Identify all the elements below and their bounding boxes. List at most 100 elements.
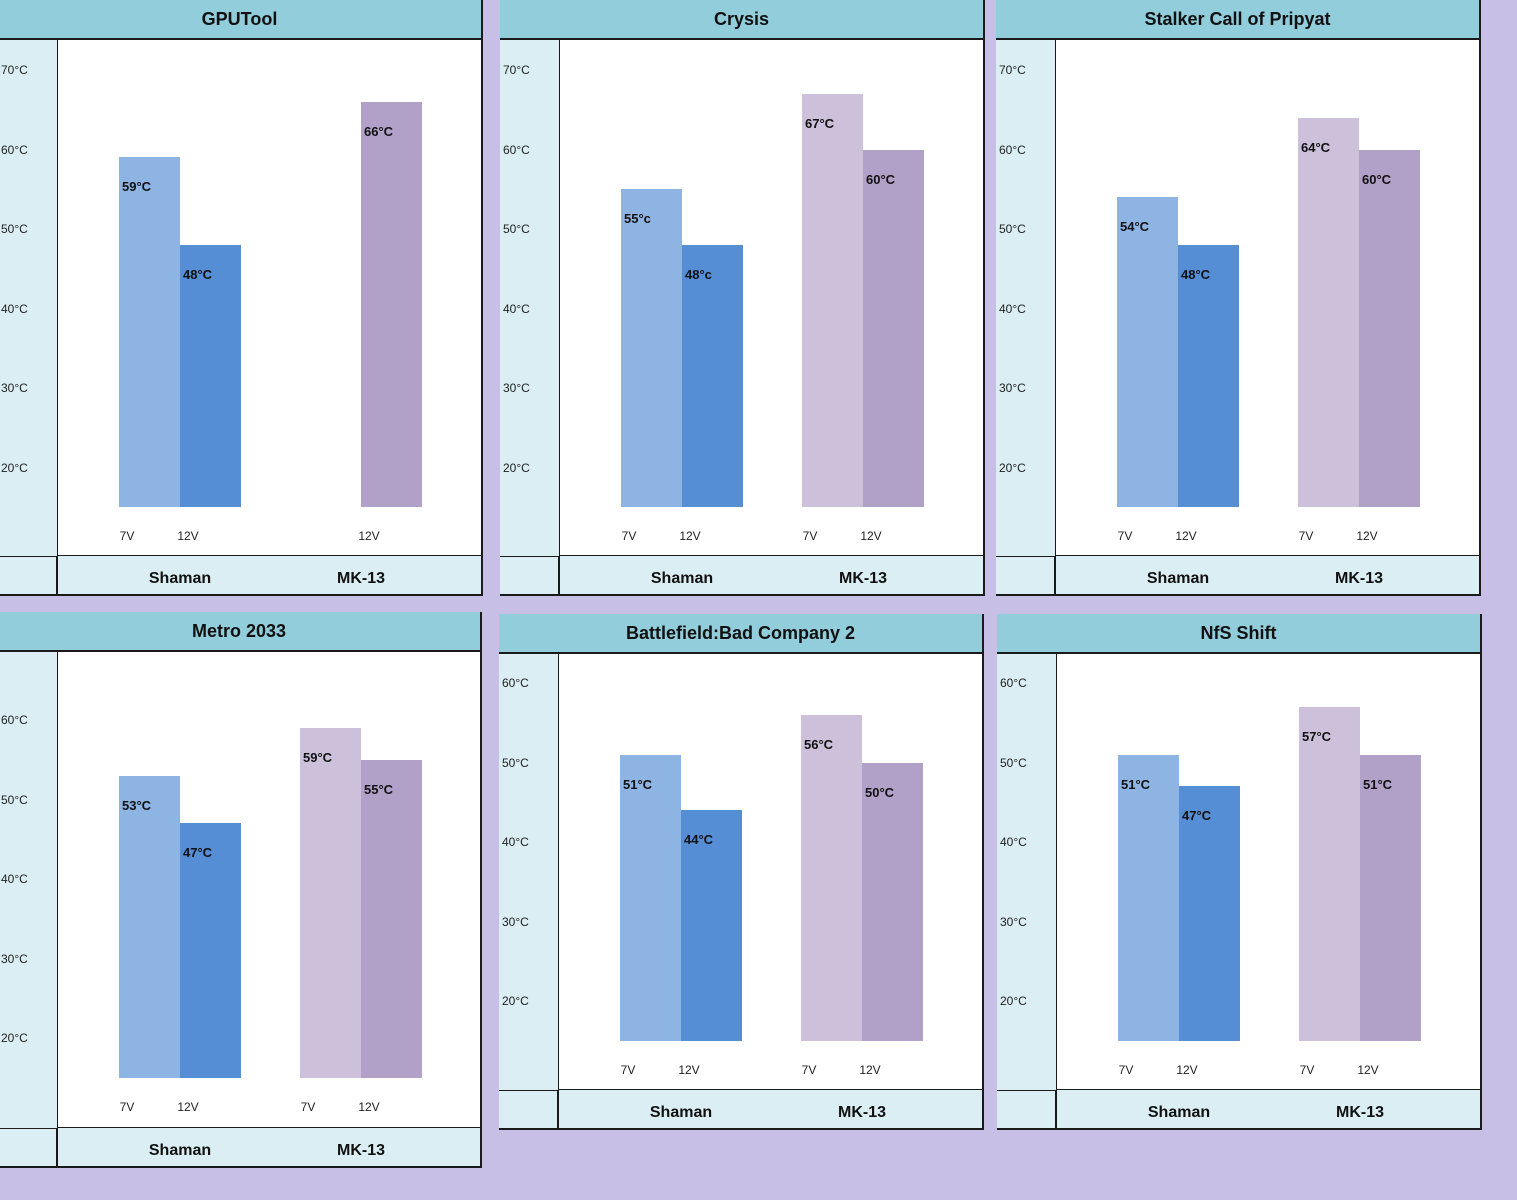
y-tick-label: 30°C (1, 951, 28, 966)
data-label: 51°C (623, 776, 653, 792)
y-tick-label: 20°C (1, 460, 28, 475)
y-tick-label: 50°C (502, 755, 529, 770)
bar (180, 244, 241, 508)
bar (621, 189, 682, 508)
bar (300, 727, 361, 1078)
bar (119, 775, 180, 1078)
footer-corner (997, 1090, 1056, 1128)
series-label: 12V (859, 1062, 881, 1077)
y-axis-area (500, 40, 560, 594)
series-label: 7V (802, 529, 818, 544)
chart-title: Battlefield:Bad Company 2 (499, 614, 982, 654)
series-label: 7V (1117, 529, 1133, 544)
data-label: 50°C (865, 784, 895, 800)
series-label: 12V (1356, 529, 1378, 544)
y-tick-label: 50°C (1, 792, 28, 807)
bar (681, 810, 742, 1041)
y-axis-area (499, 654, 559, 1128)
category-label: MK-13 (1334, 570, 1384, 587)
y-axis-area (996, 40, 1056, 594)
y-tick-label: 50°C (999, 222, 1026, 236)
series-label: 12V (678, 1062, 700, 1077)
chart-panel: Metro 2033 20°C 30°C 40°C 50°C 60°C Shaman MK-1… (0, 612, 482, 1168)
data-label: 48°C (183, 266, 213, 282)
y-tick-label: 60°C (1, 713, 28, 727)
category-label: Shaman (148, 1142, 212, 1159)
chart-title: GPUTool (0, 0, 481, 40)
series-label: 12V (177, 529, 199, 544)
bar (1299, 706, 1360, 1041)
y-tick-label: 40°C (999, 301, 1026, 316)
y-tick-label: 70°C (1, 63, 28, 77)
y-tick-label: 20°C (502, 994, 529, 1008)
bar (1359, 149, 1420, 508)
y-tick-label: 60°C (999, 142, 1026, 157)
bar (682, 244, 743, 508)
category-label: MK-13 (336, 570, 386, 587)
data-label: 67°C (805, 115, 835, 131)
y-tick-label: 50°C (1000, 755, 1027, 770)
y-tick-label: 30°C (503, 381, 530, 395)
data-label: 66°C (364, 123, 394, 139)
bar (119, 157, 180, 508)
series-label: 7V (801, 1062, 817, 1077)
chart-title: Metro 2033 (0, 612, 480, 652)
data-label: 47°C (1182, 808, 1212, 824)
data-label: 47°C (183, 845, 213, 861)
category-label: Shaman (649, 1104, 713, 1121)
y-tick-label: 20°C (999, 460, 1026, 475)
y-tick-label: 40°C (1, 872, 28, 886)
footer-corner (0, 556, 57, 594)
bar (1298, 117, 1359, 508)
series-label: 7V (300, 1099, 316, 1114)
series-label: 7V (620, 1062, 636, 1077)
series-label: 12V (860, 529, 882, 544)
y-tick-label: 20°C (1000, 994, 1027, 1008)
bar (1179, 786, 1240, 1041)
category-axis (559, 1089, 982, 1128)
series-label: 7V (1118, 1062, 1134, 1077)
chart-panel: Stalker Call of Pripyat 20°C 30°C 40°C 50°C 6… (996, 0, 1481, 596)
y-tick-label: 30°C (999, 381, 1026, 395)
y-tick-label: 70°C (999, 63, 1026, 77)
y-tick-label: 40°C (1, 301, 28, 316)
bar (1360, 754, 1421, 1041)
series-label: 7V (1298, 529, 1314, 544)
bar (361, 759, 422, 1078)
y-tick-label: 60°C (503, 142, 530, 157)
chart-title: Stalker Call of Pripyat (996, 0, 1479, 40)
y-tick-label: 40°C (503, 301, 530, 316)
chart-panel: GPUTool 20°C 30°C 40°C 50°C 60°C 70°C Shaman MK-… (0, 0, 483, 596)
category-axis (560, 555, 983, 594)
y-tick-label: 60°C (1000, 676, 1027, 690)
bar (180, 823, 241, 1078)
category-label: Shaman (148, 570, 212, 587)
series-label: 12V (358, 529, 380, 544)
series-label: 12V (177, 1099, 199, 1114)
data-label: 59°C (303, 749, 333, 765)
data-label: 60°C (866, 171, 896, 187)
y-tick-label: 50°C (503, 222, 530, 236)
bar (1178, 244, 1239, 508)
y-tick-label: 50°C (1, 222, 28, 236)
series-label: 7V (621, 529, 637, 544)
data-label: 57°C (1302, 728, 1332, 744)
category-axis (1056, 555, 1479, 594)
series-label: 12V (1175, 529, 1197, 544)
series-label: 12V (1357, 1062, 1379, 1077)
data-label: 59°C (122, 179, 152, 195)
footer-corner (0, 1128, 57, 1166)
y-tick-label: 20°C (1, 1031, 28, 1045)
category-label: Shaman (1147, 1104, 1211, 1121)
series-label: 12V (1176, 1062, 1198, 1077)
category-label: MK-13 (336, 1142, 386, 1159)
data-label: 53°C (122, 797, 152, 813)
chart-panel: Battlefield:Bad Company 2 20°C 30°C 40°C 50°… (499, 614, 984, 1130)
footer-corner (499, 1090, 558, 1128)
category-label: MK-13 (838, 570, 888, 587)
series-label: 7V (119, 529, 135, 544)
y-tick-label: 30°C (1, 381, 28, 395)
bar (361, 101, 422, 508)
data-label: 51°C (1363, 776, 1393, 792)
